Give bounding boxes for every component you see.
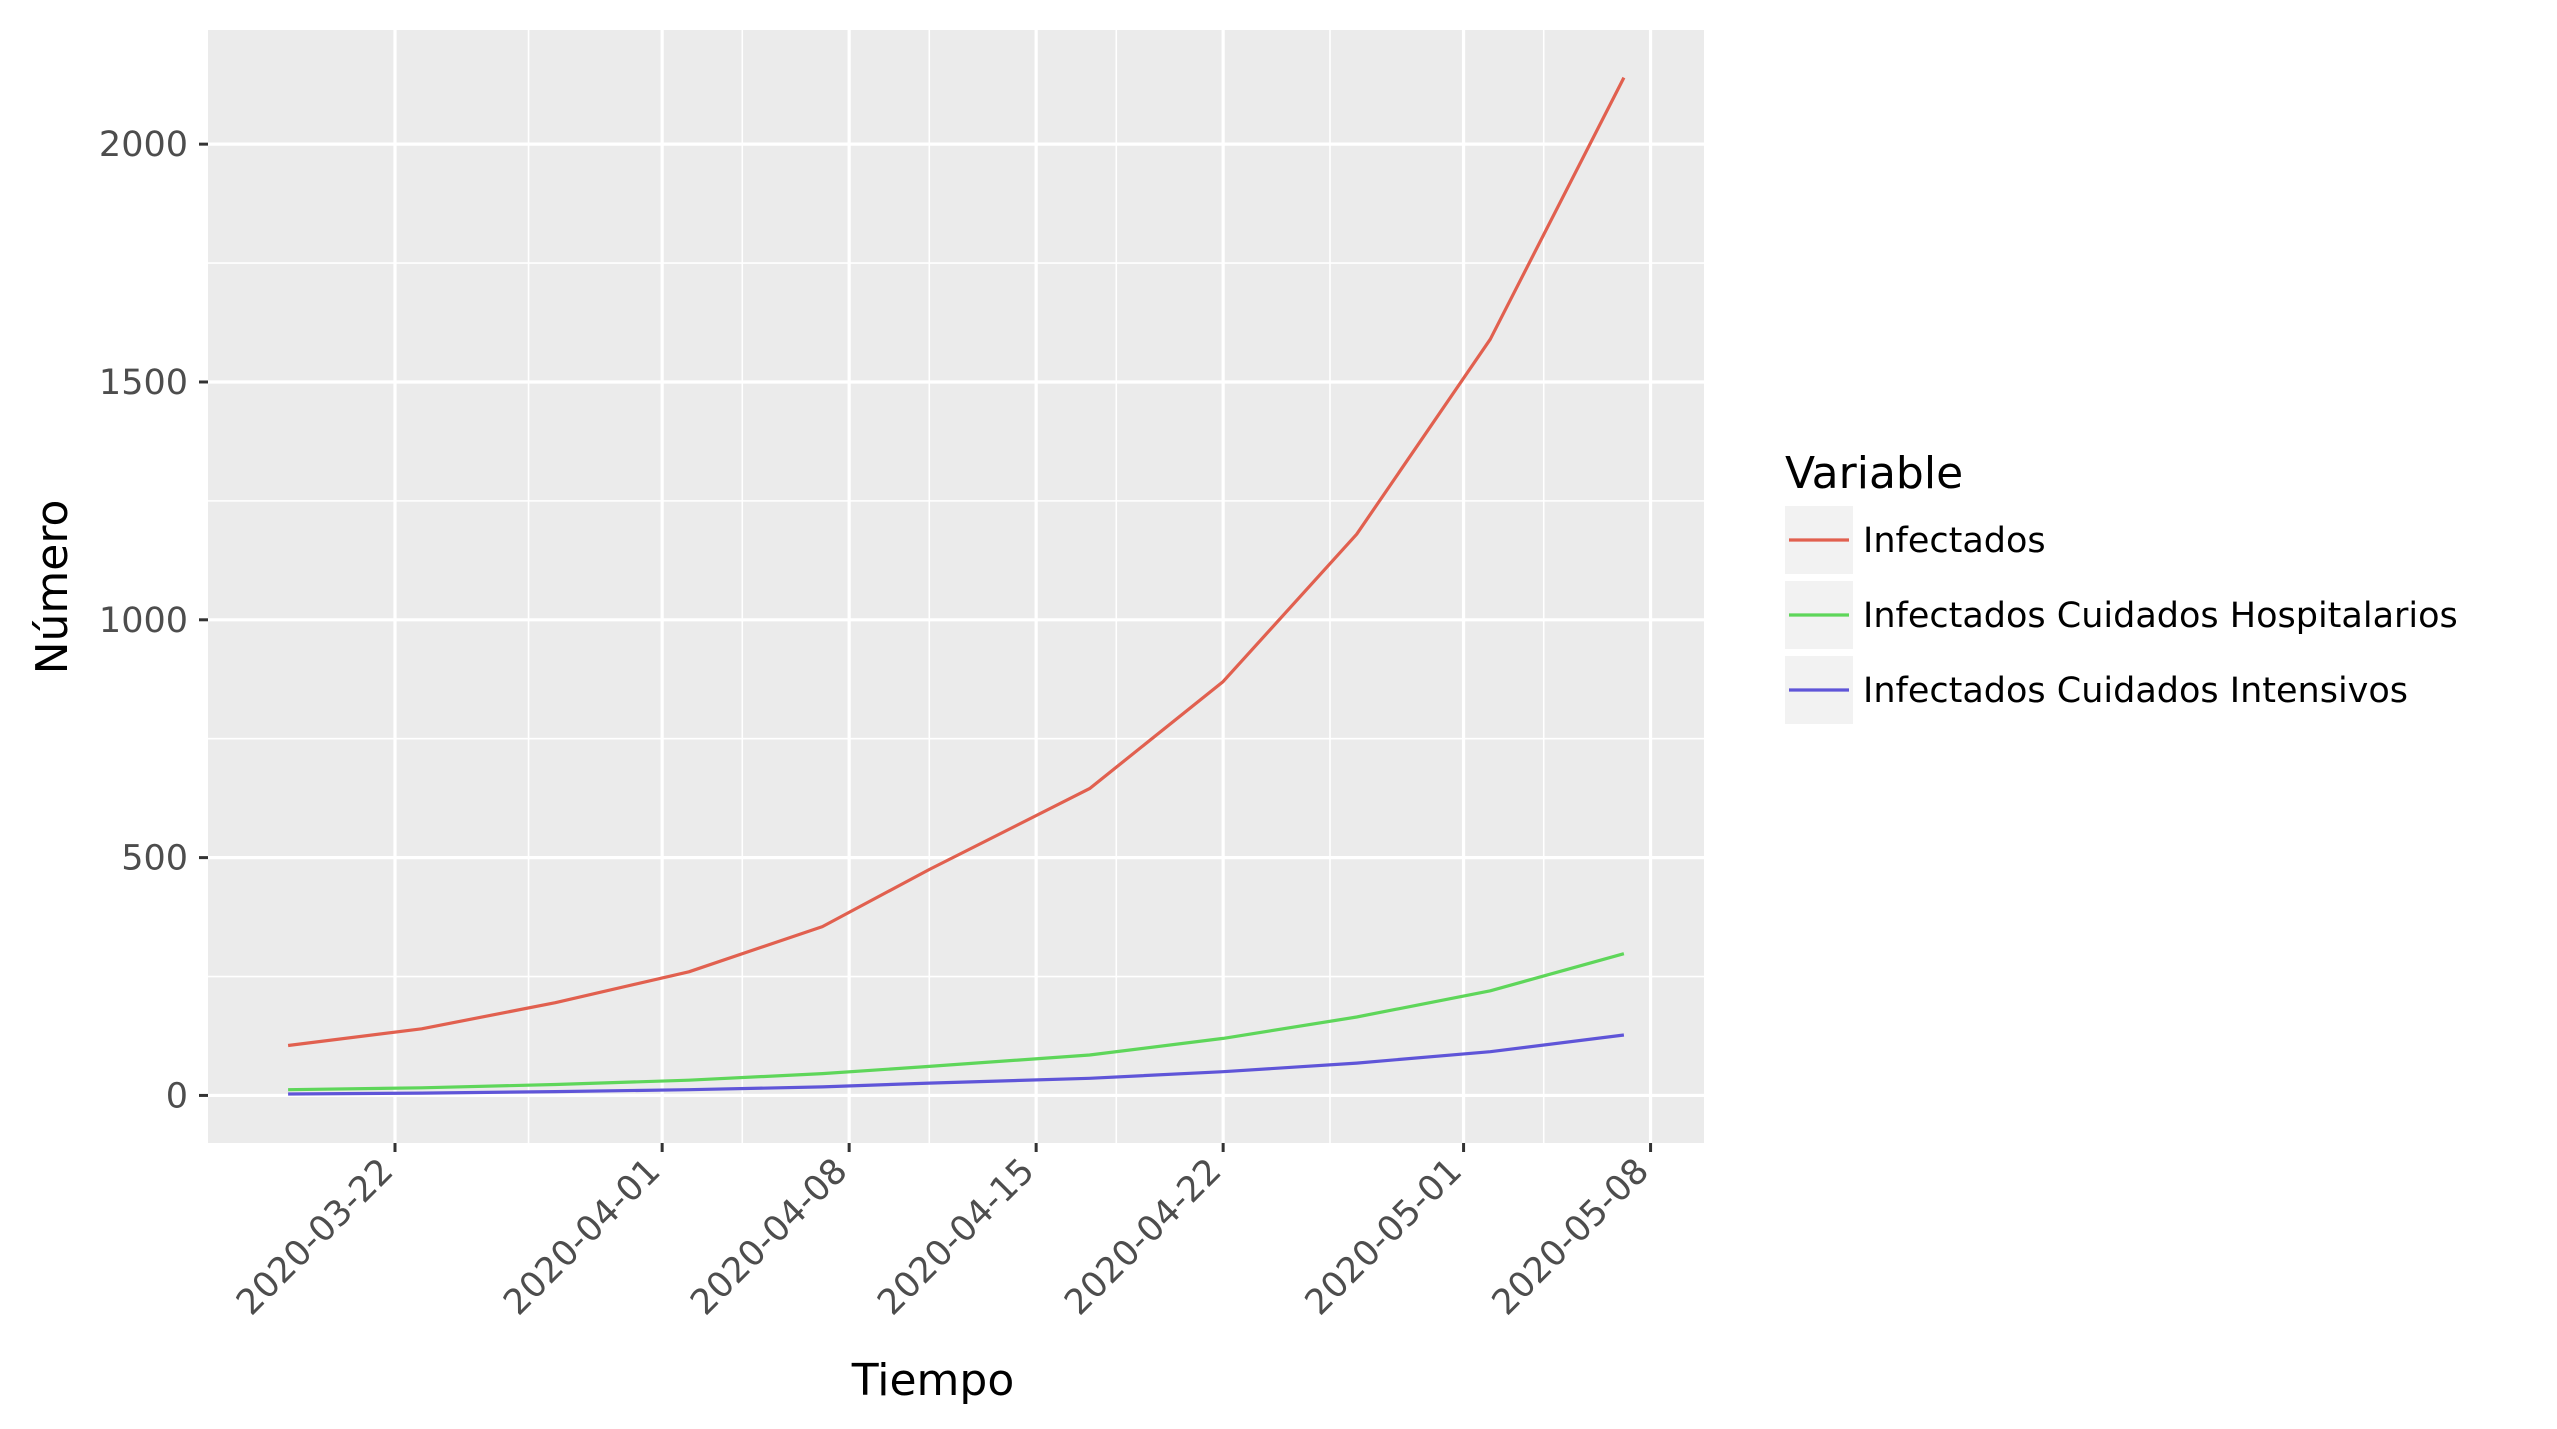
plot-panel: [208, 30, 1704, 1143]
y-tick-label: 1500: [99, 363, 188, 403]
legend-label: Infectados Cuidados Hospitalarios: [1863, 596, 2458, 636]
x-axis: 2020-03-22 2020-04-01 2020-04-08 2020-04-15…: [229, 1143, 1657, 1323]
x-tick-label: 2020-05-01: [1298, 1151, 1470, 1323]
y-tick-label: 2000: [99, 125, 188, 165]
x-tick-label: 2020-05-08: [1485, 1151, 1657, 1323]
x-tick-label: 2020-04-15: [870, 1151, 1042, 1323]
x-tick-label: 2020-04-22: [1057, 1151, 1229, 1323]
x-axis-title: Tiempo: [851, 1355, 1015, 1406]
legend-label: Infectados: [1863, 521, 2046, 561]
major-gridlines: [208, 30, 1704, 1143]
y-axis-title: Número: [27, 500, 78, 675]
series-line-3: [288, 1033, 1625, 1096]
series-line-1: [287, 76, 1626, 1048]
y-axis: 0 500 1000 1500 2000: [99, 125, 208, 1116]
minor-gridlines: [208, 30, 1704, 1143]
x-tick-label: 2020-04-08: [683, 1151, 855, 1323]
y-tick-label: 1000: [99, 601, 188, 641]
y-tick-label: 0: [166, 1076, 188, 1116]
x-tick-label: 2020-04-01: [496, 1151, 668, 1323]
x-tick-label: 2020-03-22: [229, 1151, 401, 1323]
series-line-2: [288, 952, 1625, 1092]
legend-label: Infectados Cuidados Intensivos: [1863, 671, 2408, 711]
legend: Variable Infectados Infectados Cuidados H…: [1785, 448, 2458, 724]
y-tick-label: 500: [121, 839, 188, 879]
series-lines: [287, 76, 1626, 1096]
legend-title: Variable: [1785, 448, 1963, 499]
